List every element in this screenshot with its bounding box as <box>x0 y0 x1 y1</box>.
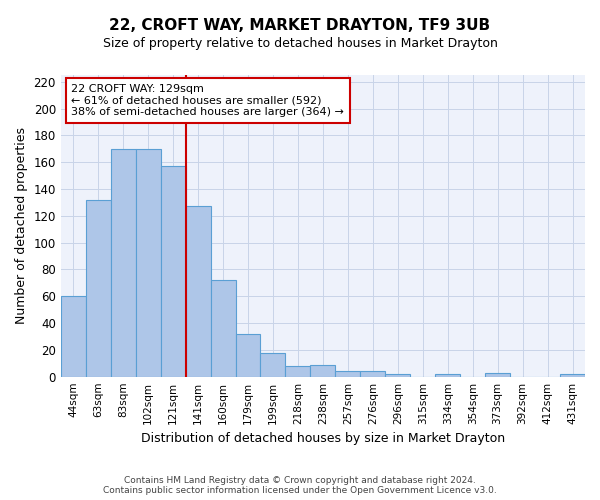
Text: 22 CROFT WAY: 129sqm
← 61% of detached houses are smaller (592)
38% of semi-deta: 22 CROFT WAY: 129sqm ← 61% of detached h… <box>71 84 344 117</box>
Bar <box>385 374 410 376</box>
Bar <box>86 200 111 376</box>
Bar <box>136 148 161 376</box>
Bar <box>435 374 460 376</box>
Bar <box>310 364 335 376</box>
Bar <box>560 374 585 376</box>
Bar <box>286 366 310 376</box>
Bar <box>185 206 211 376</box>
X-axis label: Distribution of detached houses by size in Market Drayton: Distribution of detached houses by size … <box>141 432 505 445</box>
Y-axis label: Number of detached properties: Number of detached properties <box>15 128 28 324</box>
Bar <box>335 372 361 376</box>
Text: Size of property relative to detached houses in Market Drayton: Size of property relative to detached ho… <box>103 38 497 51</box>
Bar <box>260 352 286 376</box>
Bar <box>111 148 136 376</box>
Text: Contains HM Land Registry data © Crown copyright and database right 2024.
Contai: Contains HM Land Registry data © Crown c… <box>103 476 497 495</box>
Text: 22, CROFT WAY, MARKET DRAYTON, TF9 3UB: 22, CROFT WAY, MARKET DRAYTON, TF9 3UB <box>109 18 491 32</box>
Bar <box>485 372 510 376</box>
Bar <box>61 296 86 376</box>
Bar <box>361 372 385 376</box>
Bar <box>236 334 260 376</box>
Bar <box>161 166 185 376</box>
Bar <box>211 280 236 376</box>
